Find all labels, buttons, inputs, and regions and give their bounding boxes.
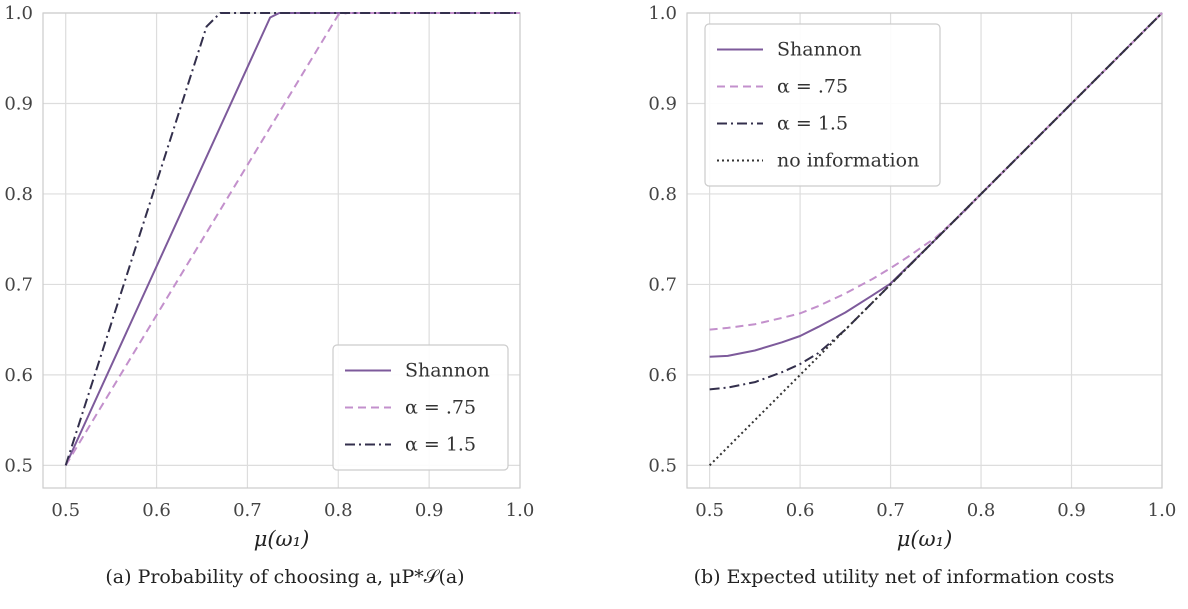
legend-box [704, 23, 941, 187]
x-tick-label: 0.7 [233, 500, 262, 521]
y-tick-label: 0.9 [648, 93, 677, 114]
legend-label: α = .75 [777, 76, 848, 98]
x-axis-label: μ(ω₁) [254, 527, 310, 551]
y-tick-label: 0.8 [648, 184, 677, 205]
x-tick-label: 0.8 [967, 500, 996, 521]
legend-label: α = 1.5 [777, 113, 848, 135]
series-line [64, 12, 520, 466]
plot-frame [686, 12, 1163, 489]
legend-box [332, 344, 509, 471]
series-line [64, 12, 520, 466]
legend-label: α = .75 [405, 397, 476, 419]
legend-label: Shannon [777, 39, 862, 61]
x-tick-label: 0.8 [324, 500, 353, 521]
x-tick-label: 0.7 [876, 500, 905, 521]
x-tick-label: 0.5 [51, 500, 80, 521]
y-tick-label: 0.8 [4, 184, 33, 205]
legend-label: Shannon [405, 360, 490, 382]
y-tick-label: 0.7 [648, 274, 677, 295]
y-tick-label: 0.7 [4, 274, 33, 295]
series-line [708, 12, 1163, 467]
y-tick-label: 0.6 [648, 365, 677, 386]
y-tick-label: 0.5 [4, 455, 33, 476]
x-axis-label: μ(ω₁) [897, 527, 953, 551]
x-tick-label: 0.9 [415, 500, 444, 521]
caption-a: (a) Probability of choosing a, μP*𝒮(a) [105, 566, 465, 588]
caption-b: (b) Expected utility net of information … [693, 566, 1115, 588]
panel-b-chart: 0.5 0.6 0.7 0.8 0.9 1.0 0.5 0.6 0.7 0.8 0.9 1.0 μ(ω₁… [648, 3, 1176, 551]
x-tick-label: 0.5 [695, 500, 724, 521]
y-tick-label: 1.0 [648, 3, 677, 24]
x-tick-label: 1.0 [1148, 500, 1177, 521]
legend-label: no information [777, 150, 919, 172]
legend-label: α = 1.5 [405, 434, 476, 456]
x-tick-label: 0.9 [1057, 500, 1086, 521]
x-tick-label: 0.6 [786, 500, 815, 521]
y-tick-label: 0.5 [648, 455, 677, 476]
y-tick-label: 1.0 [4, 3, 33, 24]
panel-a-chart: 0.5 0.6 0.7 0.8 0.9 1.0 0.5 0.6 0.7 0.8 0.9 1.0 μ(ω₁… [4, 3, 534, 551]
y-tick-label: 0.9 [4, 93, 33, 114]
x-tick-label: 0.6 [142, 500, 171, 521]
y-tick-label: 0.6 [4, 365, 33, 386]
x-tick-label: 1.0 [506, 500, 535, 521]
